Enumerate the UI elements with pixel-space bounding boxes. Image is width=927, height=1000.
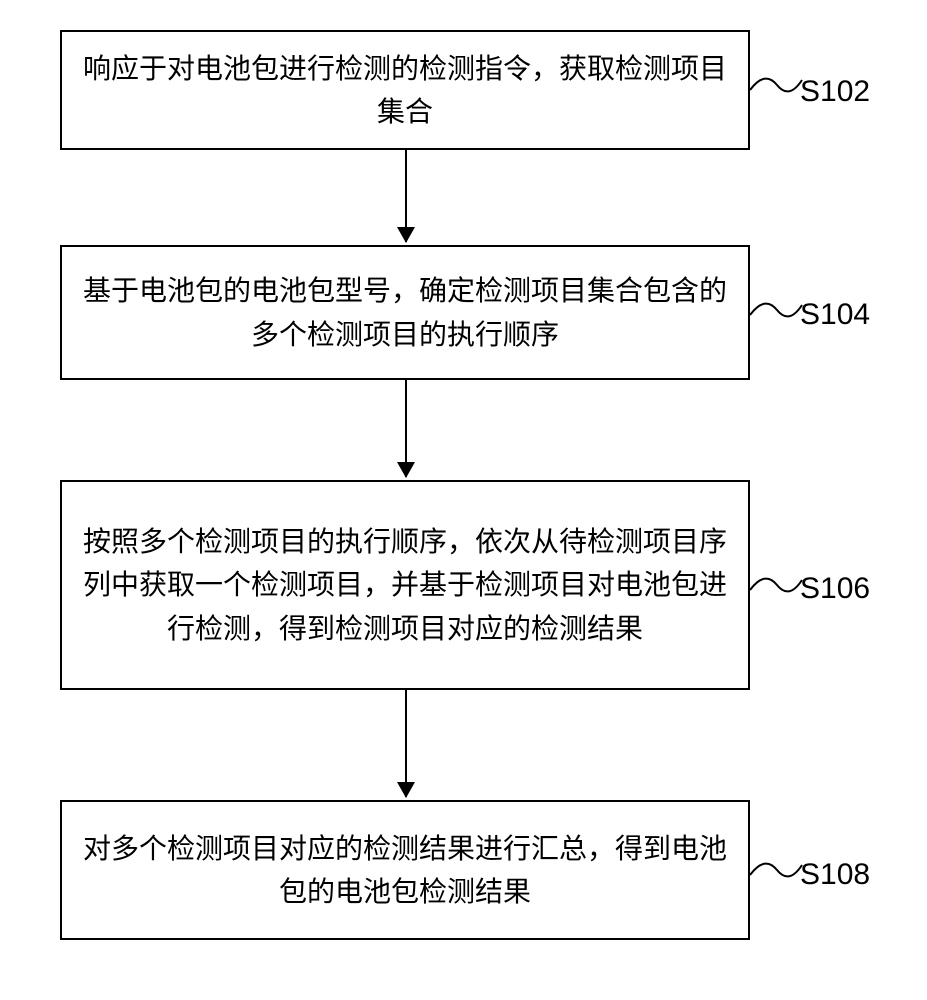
arrow-icon [405,380,407,477]
step-label-text: S108 [800,858,870,891]
flow-node-s102: 响应于对电池包进行检测的检测指令，获取检测项目集合 [60,30,750,150]
flow-node-s104: 基于电池包的电池包型号，确定检测项目集合包含的多个检测项目的执行顺序 [60,245,750,380]
connector-curve-icon [750,60,805,115]
connector-curve-icon [750,560,805,615]
step-label-s108: S108 [800,858,870,892]
step-label-text: S106 [800,572,870,605]
step-label-text: S104 [800,298,870,331]
connector-curve-icon [750,285,805,340]
flowchart-container: 响应于对电池包进行检测的检测指令，获取检测项目集合 S102 基于电池包的电池包… [0,0,927,1000]
flow-node-s106: 按照多个检测项目的执行顺序，依次从待检测项目序列中获取一个检测项目，并基于检测项… [60,480,750,690]
flow-node-text: 响应于对电池包进行检测的检测指令，获取检测项目集合 [82,47,728,134]
step-label-s102: S102 [800,75,870,109]
flow-node-text: 按照多个检测项目的执行顺序，依次从待检测项目序列中获取一个检测项目，并基于检测项… [82,520,728,650]
flow-node-s108: 对多个检测项目对应的检测结果进行汇总，得到电池包的电池包检测结果 [60,800,750,940]
arrow-icon [405,690,407,797]
flow-node-text: 基于电池包的电池包型号，确定检测项目集合包含的多个检测项目的执行顺序 [82,269,728,356]
connector-curve-icon [750,845,805,900]
flow-node-text: 对多个检测项目对应的检测结果进行汇总，得到电池包的电池包检测结果 [82,827,728,914]
step-label-s104: S104 [800,298,870,332]
step-label-s106: S106 [800,572,870,606]
arrow-icon [405,150,407,242]
step-label-text: S102 [800,75,870,108]
